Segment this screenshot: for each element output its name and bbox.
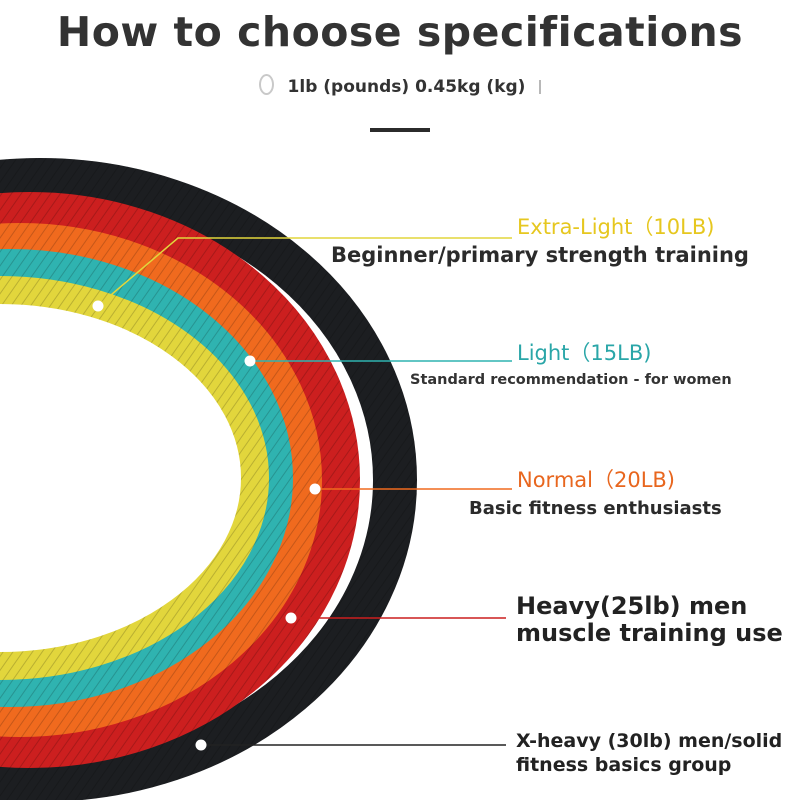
band-extra-light-name: Extra-Light（10LB) <box>517 215 715 239</box>
marker-dot-heavy <box>285 612 297 624</box>
band-extra-light-description: Beginner/primary strength training <box>331 243 749 267</box>
band-x-heavy-description-line2: fitness basics group <box>516 754 732 776</box>
band-light-description: Standard recommendation - for women <box>410 372 732 388</box>
ring-icon <box>258 74 274 95</box>
marker-dot-normal <box>309 483 321 495</box>
band-normal-description: Basic fitness enthusiasts <box>469 498 722 519</box>
tick-icon <box>539 80 542 94</box>
band-x-heavy-description: X-heavy (30lb) men/solid fitness basics … <box>516 729 782 777</box>
band-heavy-description: Heavy(25lb) men muscle training use <box>516 593 783 647</box>
leader-line-extra-light <box>97 237 512 307</box>
band-normal <box>0 223 322 737</box>
band-x-heavy-description-line1: X-heavy (30lb) men/solid <box>516 730 783 752</box>
band-light-name: Light（15LB) <box>517 341 652 365</box>
page-title: How to choose specifications <box>56 8 744 56</box>
marker-dot-extra-light <box>92 300 104 312</box>
band-heavy-description-line2: muscle training use <box>516 619 783 647</box>
marker-dot-x-heavy <box>195 739 207 751</box>
title-divider <box>370 128 430 132</box>
band-light <box>0 249 293 707</box>
band-heavy-description-line1: Heavy(25lb) men <box>516 592 748 620</box>
band-x-heavy <box>0 158 417 800</box>
marker-dot-light <box>244 355 256 367</box>
unit-conversion-note: 1lb (pounds) 0.45kg (kg) <box>0 74 800 97</box>
unit-conversion-text: 1lb (pounds) 0.45kg (kg) <box>287 77 526 97</box>
band-normal-name: Normal（20LB) <box>517 468 676 492</box>
band-heavy <box>0 192 360 768</box>
band-extra-light <box>0 276 269 680</box>
